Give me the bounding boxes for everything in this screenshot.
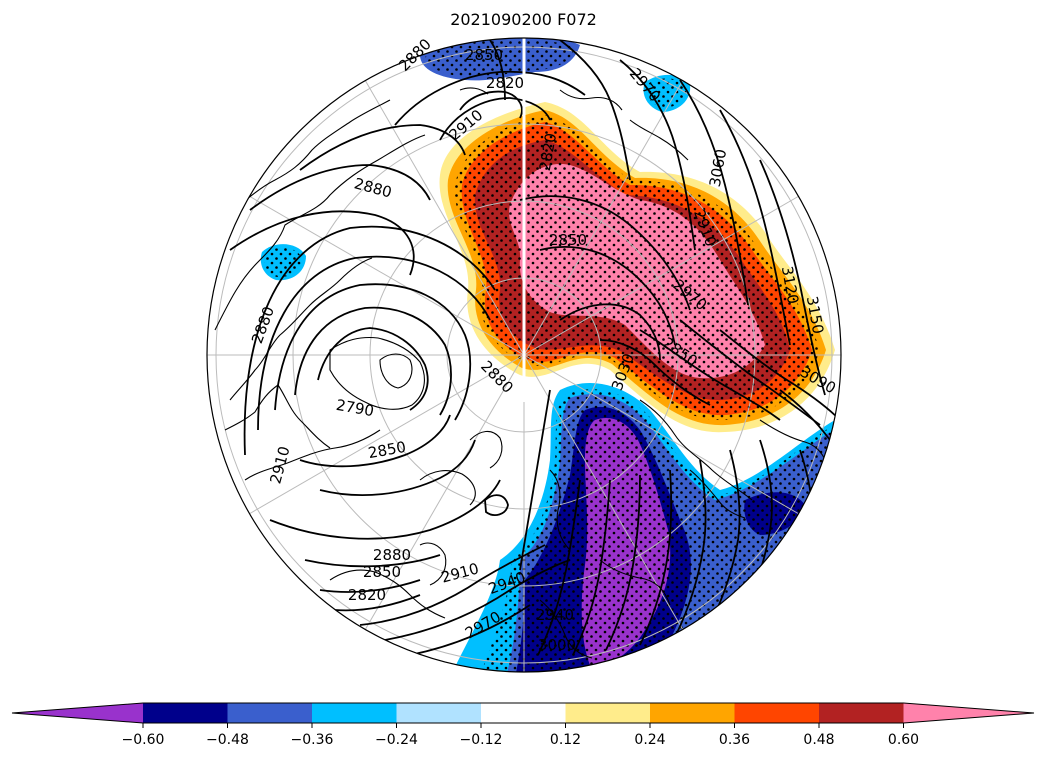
- contour-label: 3000: [538, 636, 576, 654]
- map-boundary: [206, 37, 842, 673]
- negative-anomaly-top-stipple: [425, 40, 575, 78]
- coastlines: [214, 87, 827, 659]
- colorbar-tick-label: 0.24: [634, 732, 665, 748]
- colorbar-swatch: [481, 703, 566, 723]
- positive-anomaly-stipple: [454, 115, 820, 421]
- colorbar-tick-label: 0.60: [888, 732, 919, 748]
- colorbar-extend-low: [12, 703, 143, 723]
- colorbar-swatch: [819, 703, 904, 723]
- colorbar-tick-label: 0.36: [719, 732, 750, 748]
- colorbar-tick-label: −0.60: [122, 732, 165, 748]
- anomaly-field: [207, 38, 841, 672]
- colorbar-swatch: [143, 703, 228, 723]
- colorbar-tick-label: −0.36: [291, 732, 334, 748]
- colorbar-swatch: [734, 703, 819, 723]
- colorbar-tick-label: −0.48: [206, 732, 249, 748]
- colorbar-swatch: [227, 703, 312, 723]
- colorbar-swatch: [396, 703, 481, 723]
- polar-map: 2880 285028202910288028502970306031203150…: [206, 35, 842, 673]
- colorbar-tick-label: 0.48: [803, 732, 834, 748]
- contour-label: 2850: [549, 231, 587, 249]
- contour-label: 2940: [536, 606, 574, 624]
- colorbar-tick-label: −0.24: [375, 732, 418, 748]
- contour-label: 2820: [348, 586, 386, 604]
- contour-label: 2880: [373, 546, 411, 564]
- negative-anomaly-left-stipple: [264, 247, 302, 278]
- colorbar-swatch: [650, 703, 735, 723]
- contour-label: 2820: [486, 74, 524, 92]
- contour-label: 2850: [363, 563, 401, 581]
- colorbar-extend-high: [903, 703, 1034, 723]
- colorbar-swatch: [565, 703, 650, 723]
- colorbar-swatch: [312, 703, 397, 723]
- map-title: 2021090200 F072: [450, 10, 597, 29]
- height-contours: [229, 39, 841, 656]
- colorbar: −0.60 −0.48 −0.36 −0.24 −0.12 0.12 0.24 0.36 0.4…: [11, 702, 1035, 748]
- colorbar-tick-label: −0.12: [460, 732, 503, 748]
- negative-anomaly-topright-stipple: [646, 78, 687, 108]
- colorbar-tick-label: 0.12: [550, 732, 581, 748]
- contour-label: 2850: [465, 46, 503, 64]
